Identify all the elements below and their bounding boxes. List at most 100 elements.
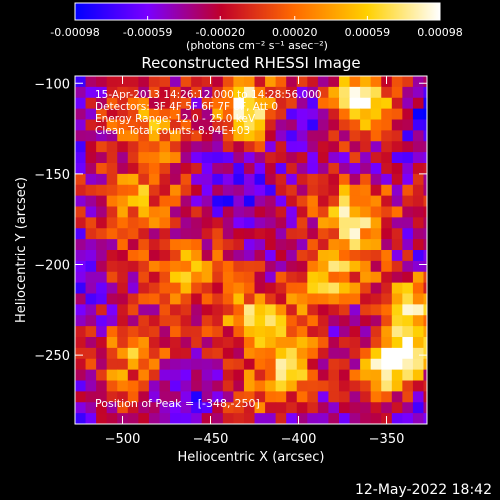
heatmap-cell — [423, 228, 427, 240]
heatmap-cell — [370, 163, 382, 175]
heatmap-cell — [222, 76, 234, 88]
heatmap-cell — [75, 304, 87, 316]
heatmap-cell — [159, 239, 171, 251]
heatmap-cell — [275, 86, 287, 99]
heatmap-cell — [201, 326, 213, 338]
heatmap-cell — [412, 130, 425, 142]
heatmap-cell — [127, 293, 139, 305]
heatmap-cell — [317, 239, 330, 251]
heatmap-cell — [148, 239, 161, 251]
heatmap-cell — [370, 217, 382, 229]
heatmap-cell — [286, 228, 298, 240]
heatmap-cell — [254, 97, 266, 110]
heatmap-cell — [191, 293, 203, 305]
heatmap-cell — [317, 130, 330, 142]
heatmap-cell — [148, 271, 161, 284]
y-axis-label: Heliocentric Y (arcsec) — [14, 177, 29, 323]
heatmap-cell — [170, 271, 182, 284]
heatmap-cell — [233, 130, 245, 142]
heatmap-cell — [159, 119, 171, 131]
heatmap-cell — [402, 293, 414, 305]
heatmap-cell — [148, 97, 161, 110]
heatmap-cell — [212, 391, 224, 403]
heatmap-cell — [106, 206, 118, 218]
heatmap-cell — [85, 141, 97, 153]
heatmap-cell — [96, 184, 108, 197]
heatmap-cell — [233, 293, 245, 305]
heatmap-cell — [402, 369, 414, 382]
heatmap-cell — [85, 163, 97, 175]
heatmap-cell — [201, 304, 213, 316]
heatmap-cell — [212, 108, 224, 121]
heatmap-cell — [201, 173, 213, 186]
heatmap-cell — [127, 304, 139, 316]
heatmap-cell — [85, 108, 97, 121]
heatmap-cell — [75, 97, 87, 110]
heatmap-cell — [180, 402, 192, 414]
heatmap-cell — [317, 369, 330, 382]
heatmap-cell — [349, 195, 361, 208]
heatmap-cell — [360, 391, 372, 403]
heatmap-cell — [412, 173, 425, 186]
peak-position-label: Position of Peak = [-348,-250] — [95, 397, 260, 410]
heatmap-cell — [339, 163, 351, 175]
heatmap-cell — [423, 108, 427, 121]
heatmap-cell — [212, 217, 224, 229]
heatmap-cell — [243, 217, 256, 229]
heatmap-cell — [148, 326, 161, 338]
heatmap-cell — [360, 195, 372, 208]
heatmap-cell — [402, 391, 414, 403]
heatmap-cell — [127, 163, 139, 175]
heatmap-cell — [265, 206, 277, 218]
heatmap-cell — [85, 239, 97, 251]
heatmap-cell — [212, 119, 224, 131]
heatmap-cell — [117, 358, 129, 371]
heatmap-cell — [117, 97, 129, 110]
heatmap-cell — [402, 413, 414, 424]
heatmap-cell — [307, 184, 319, 197]
heatmap-cell — [117, 293, 129, 305]
heatmap-cell — [96, 119, 108, 131]
heatmap-cell — [233, 326, 245, 338]
heatmap-cell — [233, 217, 245, 229]
heatmap-cell — [370, 76, 382, 88]
heatmap-cell — [391, 239, 403, 251]
heatmap-cell — [412, 315, 425, 327]
heatmap-cell — [138, 369, 150, 382]
heatmap-cell — [138, 141, 150, 153]
heatmap-cell — [75, 119, 87, 131]
heatmap-cell — [275, 163, 287, 175]
heatmap-cell — [233, 119, 245, 131]
heatmap-cell — [191, 380, 203, 392]
heatmap-cell — [85, 402, 97, 414]
heatmap-cell — [349, 347, 361, 360]
heatmap-cell — [339, 293, 351, 305]
heatmap-cell — [138, 402, 150, 414]
heatmap-cell — [243, 86, 256, 99]
heatmap-cell — [360, 130, 372, 142]
heatmap-cell — [307, 86, 319, 99]
heatmap-cell — [317, 108, 330, 121]
heatmap-cell — [402, 347, 414, 360]
heatmap-cell — [148, 293, 161, 305]
heatmap-cell — [75, 347, 87, 360]
heatmap-cell — [127, 195, 139, 208]
heatmap-cell — [286, 293, 298, 305]
heatmap-cell — [296, 119, 308, 131]
heatmap-cell — [254, 173, 266, 186]
heatmap-cell — [106, 228, 118, 240]
heatmap-cell — [191, 217, 203, 229]
heatmap-cell — [96, 369, 108, 382]
heatmap-cell — [391, 184, 403, 197]
heatmap-cell — [349, 228, 361, 240]
heatmap-cell — [106, 413, 118, 424]
heatmap-cell — [307, 119, 319, 131]
heatmap-cell — [349, 97, 361, 110]
heatmap-cell — [307, 195, 319, 208]
heatmap-cell — [138, 326, 150, 338]
heatmap-cell — [317, 163, 330, 175]
heatmap-cell — [370, 326, 382, 338]
heatmap-cell — [243, 119, 256, 131]
heatmap-cell — [96, 304, 108, 316]
